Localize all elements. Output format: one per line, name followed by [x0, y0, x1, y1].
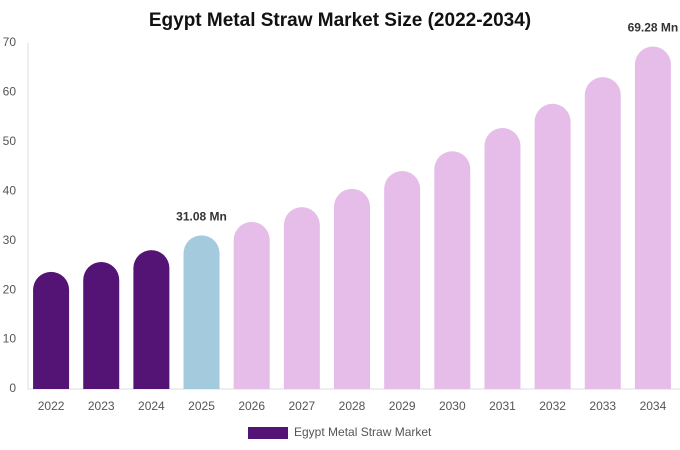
bar [233, 221, 270, 389]
x-tick-label: 2022 [38, 399, 65, 413]
y-tick-label: 30 [3, 233, 17, 247]
bar [534, 103, 571, 389]
bar [83, 261, 120, 389]
x-tick-label: 2032 [539, 399, 566, 413]
x-tick-label: 2026 [238, 399, 265, 413]
bar [484, 128, 521, 389]
bar [384, 171, 421, 389]
x-tick-label: 2027 [288, 399, 315, 413]
bar [584, 77, 621, 389]
y-tick-label: 10 [3, 332, 17, 346]
bar [183, 235, 220, 389]
y-tick-label: 40 [3, 183, 17, 197]
y-tick-label: 20 [3, 282, 17, 296]
x-tick-label: 2030 [439, 399, 466, 413]
x-tick-label: 2034 [640, 399, 667, 413]
data-label: 69.28 Mn [628, 21, 679, 35]
y-tick-label: 50 [3, 134, 17, 148]
legend-label: Egypt Metal Straw Market [294, 425, 432, 439]
bar [434, 151, 471, 389]
bar [33, 271, 70, 389]
legend-swatch [248, 427, 288, 439]
y-tick-label: 70 [3, 35, 17, 49]
x-tick-label: 2024 [138, 399, 165, 413]
bar [133, 250, 170, 389]
chart-title: Egypt Metal Straw Market Size (2022-2034… [149, 10, 531, 31]
x-tick-label: 2025 [188, 399, 215, 413]
bar [334, 188, 370, 389]
x-tick-label: 2029 [389, 399, 416, 413]
x-tick-label: 2023 [88, 399, 115, 413]
bar [634, 46, 671, 389]
x-tick-label: 2031 [489, 399, 516, 413]
y-tick-label: 0 [9, 381, 16, 395]
y-tick-label: 60 [3, 85, 17, 99]
bar [283, 207, 320, 389]
data-label: 31.08 Mn [176, 210, 227, 224]
x-tick-label: 2033 [589, 399, 616, 413]
x-tick-label: 2028 [339, 399, 366, 413]
